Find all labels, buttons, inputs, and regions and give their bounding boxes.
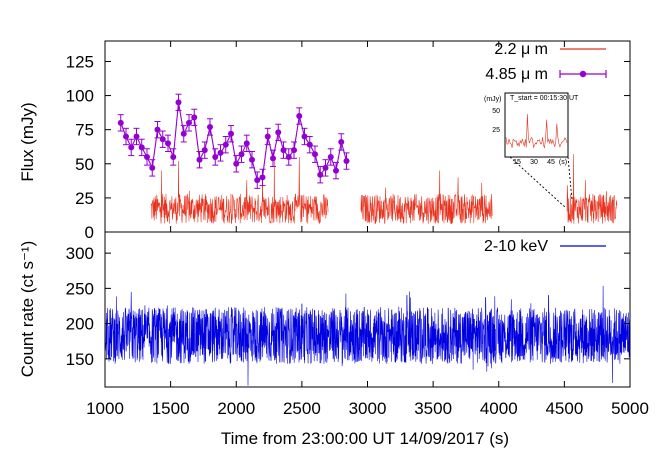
y-tick-label-top-100: 100: [66, 87, 94, 106]
data-point-4p85um: [149, 164, 156, 171]
data-point-4p85um: [291, 147, 297, 154]
data-point-4p85um: [280, 147, 287, 154]
data-point-4p85um: [306, 141, 313, 148]
legend-marker-4p85um: [579, 70, 587, 78]
data-point-4p85um: [144, 153, 150, 160]
data-point-4p85um: [186, 119, 192, 126]
x-tick-label-4500: 4500: [545, 399, 583, 418]
bottom-legend: 2-10 keV: [484, 238, 606, 255]
data-point-4p85um: [138, 144, 145, 151]
data-point-4p85um: [165, 140, 171, 147]
data-point-4p85um: [196, 156, 203, 163]
axis-ticks: [104, 41, 631, 387]
x-tick-label-3500: 3500: [414, 399, 452, 418]
data-point-4p85um: [296, 113, 303, 120]
data-point-4p85um: [207, 123, 213, 130]
data-point-4p85um: [259, 174, 266, 181]
inset-y-unit: (mJy): [484, 96, 502, 103]
data-point-4p85um: [333, 167, 339, 174]
data-point-4p85um: [264, 133, 271, 140]
data-point-4p85um: [312, 151, 318, 158]
series-2p2um-segment: [566, 154, 618, 224]
y-tick-label-bottom-250: 250: [66, 279, 94, 298]
axis-labels: 1000 1500 2000 2500 3000 3500 4000 4500 5000 0 25 5…: [66, 52, 649, 418]
y-tick-label-top-25: 25: [75, 189, 94, 208]
data-point-4p85um: [317, 171, 324, 178]
data-point-4p85um: [301, 133, 308, 140]
data-point-4p85um: [175, 99, 182, 106]
series-2p2um-segment: [150, 156, 329, 224]
x-tick-label-2000: 2000: [217, 399, 255, 418]
x-tick-label-2500: 2500: [283, 399, 321, 418]
data-point-4p85um: [270, 155, 276, 162]
data-point-4p85um: [222, 141, 229, 148]
legend-label-4p85um: 4.85 μ m: [485, 66, 548, 83]
top-y-axis-title: Flux (mJy): [18, 102, 37, 181]
x-tick-label-5000: 5000: [611, 399, 649, 418]
data-point-4p85um: [275, 129, 282, 136]
data-point-4p85um: [322, 164, 329, 171]
y-tick-label-top-50: 50: [75, 155, 94, 174]
data-point-4p85um: [238, 151, 245, 158]
x-axis-title: Time from 23:00:00 UT 14/09/2017 (s): [221, 429, 509, 448]
data-point-4p85um: [233, 160, 240, 167]
top-panel-data: [117, 93, 618, 224]
data-point-4p85um: [212, 153, 219, 160]
zoom-inset: T_start = 00:15:30 UT (mJy) 50 25 15 30 …: [484, 92, 579, 209]
data-point-4p85um: [249, 156, 255, 163]
data-point-4p85um: [123, 133, 129, 140]
x-tick-label-1000: 1000: [86, 399, 124, 418]
data-point-4p85um: [343, 158, 350, 165]
inset-y-tick-50: 50: [492, 108, 500, 115]
y-tick-label-bottom-150: 150: [66, 350, 94, 369]
data-point-4p85um: [254, 177, 261, 184]
inset-x-unit: (s): [559, 159, 567, 166]
y-tick-label-top-125: 125: [66, 52, 94, 71]
inset-connector-left: [509, 156, 567, 209]
data-point-4p85um: [217, 149, 224, 156]
data-point-4p85um: [191, 114, 198, 121]
inset-title: T_start = 00:15:30 UT: [510, 95, 579, 102]
y-tick-label-bottom-300: 300: [66, 244, 94, 263]
legend-label-2p2um: 2.2 μ m: [494, 41, 548, 58]
data-point-4p85um: [117, 119, 124, 126]
bottom-panel-data: [104, 285, 631, 386]
data-point-4p85um: [133, 133, 140, 140]
inset-series-2p2um: [505, 114, 568, 149]
data-point-4p85um: [228, 130, 234, 137]
data-point-4p85um: [154, 126, 161, 133]
data-point-4p85um: [170, 153, 177, 160]
y-tick-label-top-0: 0: [85, 223, 94, 242]
data-point-4p85um: [327, 153, 334, 160]
inset-y-tick-25: 25: [492, 127, 500, 134]
data-point-4p85um: [180, 130, 187, 137]
series-2-10kev: [104, 285, 631, 386]
bottom-panel-frame: [104, 231, 631, 388]
inset-x-tick-15: 15: [513, 159, 521, 166]
top-legend: 2.2 μ m 4.85 μ m: [485, 41, 607, 83]
inset-data: [505, 114, 568, 149]
data-point-4p85um: [128, 144, 135, 151]
legend-label-2-10kev: 2-10 keV: [484, 238, 548, 255]
data-point-4p85um: [285, 153, 292, 160]
inset-connector-right: [567, 156, 573, 201]
x-tick-label-3000: 3000: [349, 399, 387, 418]
inset-x-tick-45: 45: [547, 159, 555, 166]
data-point-4p85um: [201, 147, 208, 154]
data-point-4p85um: [338, 138, 345, 145]
data-point-4p85um: [159, 136, 166, 143]
y-tick-label-top-75: 75: [75, 121, 94, 140]
x-tick-label-4000: 4000: [480, 399, 518, 418]
data-point-4p85um: [243, 140, 250, 147]
y-tick-label-bottom-200: 200: [66, 315, 94, 334]
bottom-y-axis-title: Count rate (ct s⁻¹): [18, 241, 37, 378]
x-tick-label-1500: 1500: [152, 399, 190, 418]
inset-frame: [504, 92, 569, 158]
series-2p2um-segment: [360, 170, 493, 224]
inset-x-tick-30: 30: [530, 159, 538, 166]
